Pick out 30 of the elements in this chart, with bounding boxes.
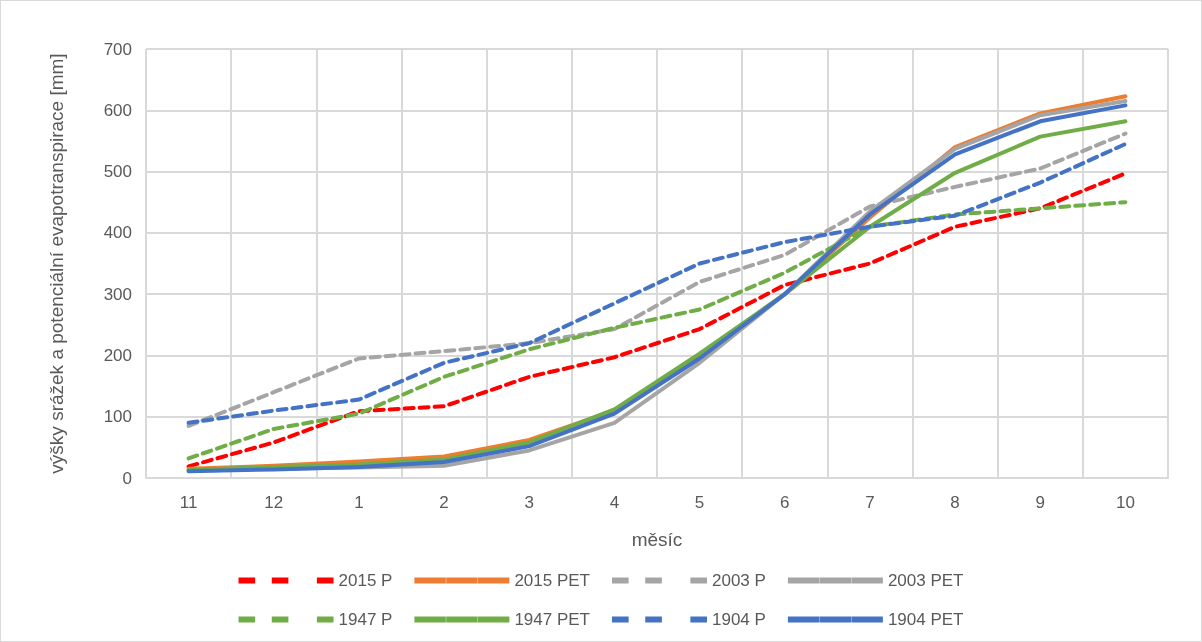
x-tick-label: 3 <box>524 493 534 512</box>
x-tick-label: 8 <box>950 493 960 512</box>
legend-label: 1947 P <box>338 610 393 629</box>
x-tick-label: 10 <box>1115 493 1135 512</box>
y-axis-title: výšky srážek a potenciální evapotranspirace [mm] <box>45 53 67 474</box>
legend-label: 2003 PET <box>887 571 964 590</box>
legend-label: 2003 P <box>712 571 766 590</box>
legend-label: 2015 PET <box>514 571 591 590</box>
legend-label: 1904 P <box>712 610 766 629</box>
x-tick-label: 12 <box>264 493 284 512</box>
x-axis-title: měsíc <box>631 529 683 550</box>
x-tick-label: 2 <box>439 493 449 512</box>
y-tick-label: 400 <box>103 223 132 243</box>
y-tick-label: 300 <box>103 284 132 304</box>
x-tick-label: 9 <box>1035 493 1045 512</box>
legend-label: 1947 PET <box>514 610 591 629</box>
y-tick-label: 0 <box>122 468 132 488</box>
y-tick-label: 200 <box>103 345 132 365</box>
y-tick-label: 700 <box>103 39 132 59</box>
x-tick-label: 4 <box>609 493 620 512</box>
x-tick-label: 1 <box>354 493 364 512</box>
y-tick-label: 500 <box>103 162 132 182</box>
legend-label: 2015 P <box>338 571 393 590</box>
x-tick-label: 6 <box>780 493 790 512</box>
y-tick-label: 100 <box>103 407 132 427</box>
x-tick-label: 5 <box>694 493 705 512</box>
x-tick-label: 11 <box>179 493 198 512</box>
legend-label: 1904 PET <box>887 610 964 629</box>
y-tick-label: 600 <box>103 100 132 120</box>
x-tick-label: 7 <box>865 493 875 512</box>
